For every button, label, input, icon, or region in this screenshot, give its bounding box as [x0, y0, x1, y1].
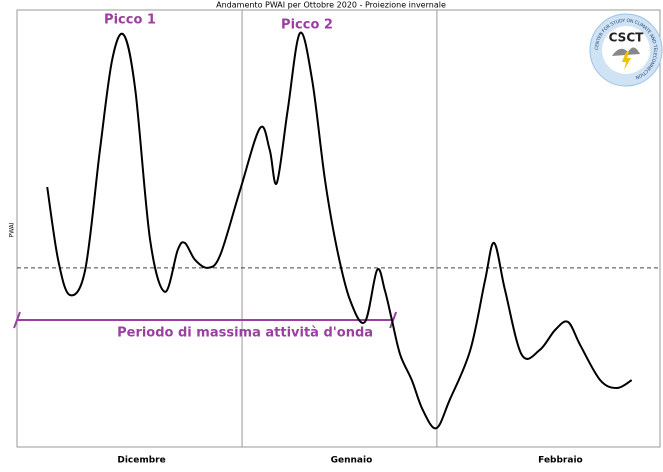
- y-axis-label: PWAI: [9, 222, 16, 237]
- period-end: [389, 311, 398, 329]
- logo-cloud: [612, 47, 640, 56]
- period-end: [13, 311, 21, 329]
- x-tick-label: Febbraio: [538, 456, 583, 466]
- period-label: Periodo di massima attività d'onda: [117, 326, 373, 341]
- logo-inner: [602, 26, 650, 74]
- logo-bolt: [622, 52, 631, 70]
- annotation: Picco 1: [104, 13, 156, 28]
- x-tick-label: Dicembre: [117, 456, 165, 466]
- data-line: [46, 31, 633, 430]
- chart-title: Andamento PWAI per Ottobre 2020 - Proiez…: [216, 1, 446, 10]
- x-tick-label: Gennaio: [331, 456, 373, 466]
- logo-title: CSCT: [609, 31, 644, 45]
- logo: CSCT CENTER FOR STUDY ON CLIMATE AND TEL…: [589, 13, 663, 87]
- annotation: Picco 2: [281, 18, 333, 33]
- plot-frame: [16, 9, 661, 448]
